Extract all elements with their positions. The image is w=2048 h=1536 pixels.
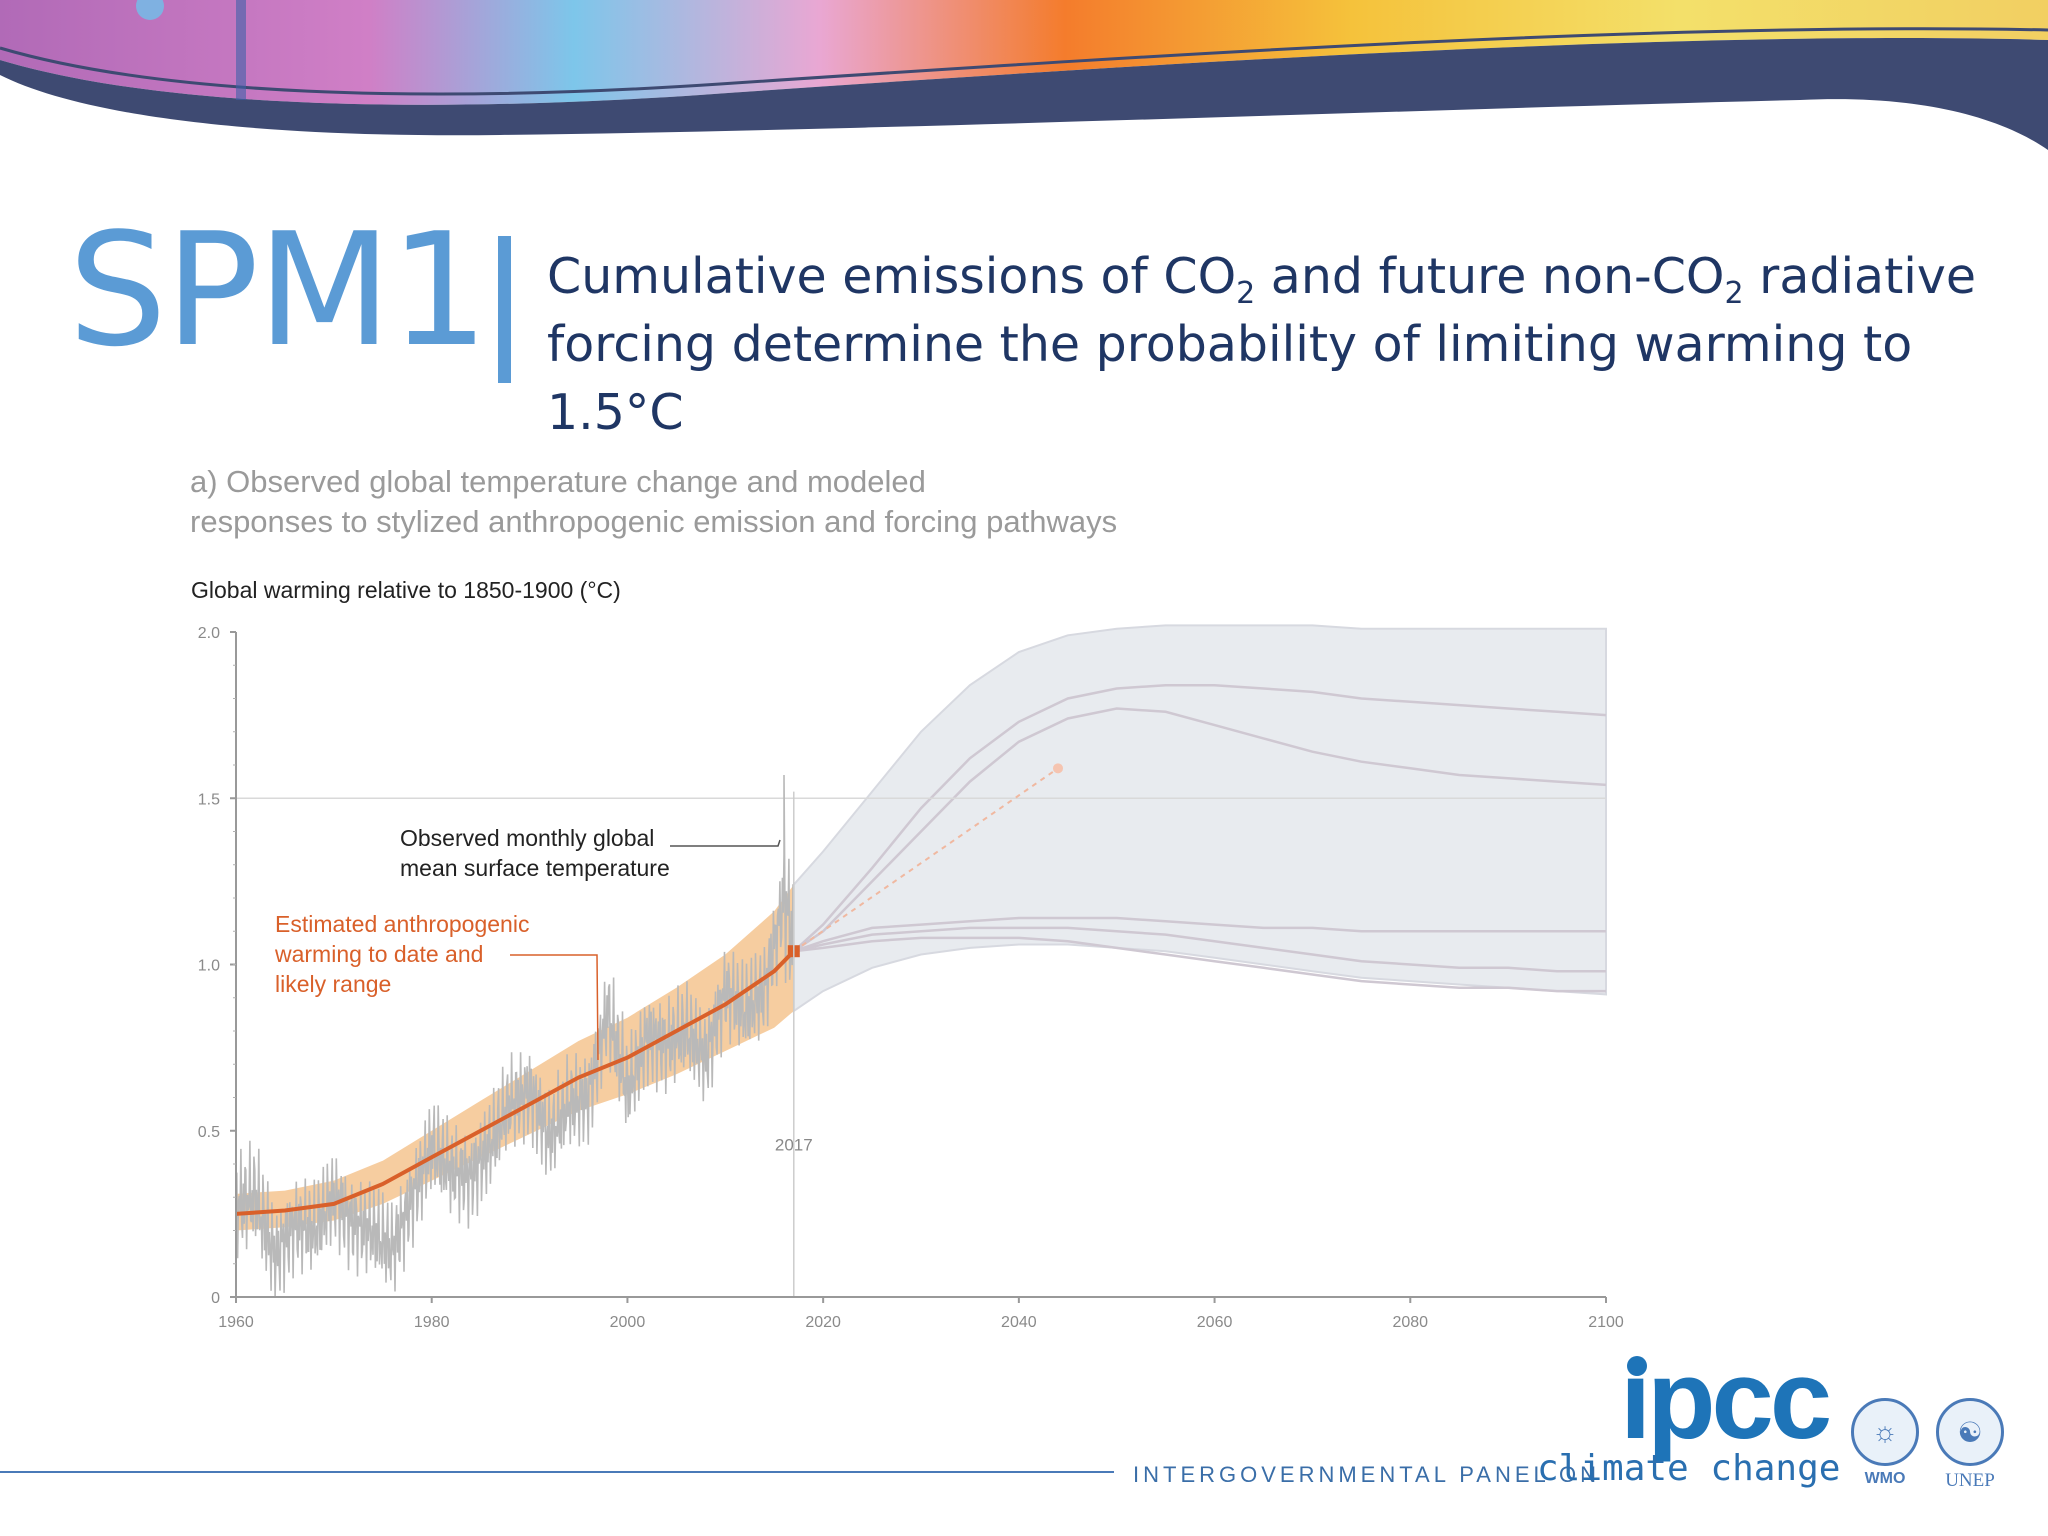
projection-scenario-line bbox=[792, 683, 1607, 953]
observed-annotation-leader bbox=[670, 839, 781, 847]
y-tick-label: 1.5 bbox=[198, 791, 220, 808]
unep-label: UNEP bbox=[1945, 1470, 1995, 1491]
chart-panel-title-line: responses to stylized anthropogenic emis… bbox=[190, 504, 1118, 539]
footer-rule bbox=[0, 1471, 1114, 1473]
observed-temperature-annotation: mean surface temperature bbox=[400, 855, 670, 881]
header-banner bbox=[0, 0, 2048, 150]
projection-range-band bbox=[792, 624, 1607, 1013]
x-tick-label: 2000 bbox=[610, 1314, 646, 1331]
slide-title-part: and future non-CO bbox=[1255, 248, 1725, 305]
unep-emblem-icon: ☯ bbox=[1936, 1398, 2004, 1466]
unep-logo: ☯ UNEP bbox=[1930, 1398, 2010, 1492]
wmo-logo: ☼ WMO bbox=[1845, 1398, 1925, 1488]
x-tick-label: 2060 bbox=[1197, 1314, 1233, 1331]
anthropogenic-warming-annotation: Estimated anthropogenic bbox=[275, 911, 529, 937]
observed-temperature-annotation: Observed monthly global bbox=[400, 825, 654, 851]
anthropogenic-warming-annotation: warming to date and bbox=[274, 941, 483, 967]
wmo-emblem-icon: ☼ bbox=[1851, 1398, 1919, 1466]
y-tick-label: 0 bbox=[211, 1290, 220, 1307]
slide-title-subscript: 2 bbox=[1724, 276, 1744, 311]
year-2017-marker-label: 2017 bbox=[775, 1136, 813, 1155]
anthropogenic-warming-annotation: likely range bbox=[275, 971, 391, 997]
y-tick-label: 2.0 bbox=[198, 625, 220, 642]
anthropogenic-annotation-leader bbox=[510, 954, 599, 1061]
wmo-label: WMO bbox=[1864, 1470, 1906, 1487]
observed-monthly-temperature-line bbox=[235, 774, 795, 1298]
projection-scenario-line bbox=[793, 936, 1606, 993]
slide-title-subscript: 2 bbox=[1236, 276, 1256, 311]
y-tick-label: 0.5 bbox=[198, 1124, 220, 1141]
projection-scenario-line bbox=[793, 707, 1607, 953]
ipcc-logo: ıpcc bbox=[1620, 1337, 1832, 1462]
org-name: INTERGOVERNMENTAL PANEL ON bbox=[1133, 1462, 1601, 1487]
anthropogenic-likely-range-band bbox=[236, 884, 794, 1231]
slide-title-part: radiative forcing determine the probabil… bbox=[547, 248, 1977, 441]
spm-number: SPM1 bbox=[68, 199, 489, 381]
y-axis-title: Global warming relative to 1850-1900 (°C… bbox=[191, 577, 621, 603]
x-tick-label: 1960 bbox=[218, 1314, 254, 1331]
chart-panel-title-line: a) Observed global temperature change an… bbox=[190, 464, 926, 499]
dashed-pathway-endpoint bbox=[1053, 763, 1063, 774]
org-tagline: climate change bbox=[1537, 1448, 1841, 1489]
chart-panel-title: a) Observed global temperature change an… bbox=[190, 462, 1117, 542]
projection-scenario-line bbox=[793, 916, 1606, 953]
ipcc-logo-dot bbox=[1627, 1356, 1647, 1376]
slide-title-part: Cumulative emissions of CO bbox=[547, 248, 1237, 305]
title-divider bbox=[498, 236, 511, 383]
x-tick-label: 1980 bbox=[414, 1314, 450, 1331]
anthropogenic-warming-line bbox=[235, 949, 796, 1216]
x-tick-label: 2040 bbox=[1001, 1314, 1037, 1331]
x-tick-label: 2100 bbox=[1588, 1314, 1624, 1331]
x-tick-label: 2080 bbox=[1392, 1314, 1428, 1331]
projection-scenario-line bbox=[793, 926, 1606, 973]
dashed-pathway-line bbox=[793, 767, 1059, 953]
x-tick-label: 2020 bbox=[805, 1314, 841, 1331]
y-tick-label: 1.0 bbox=[198, 958, 220, 975]
slide-title: Cumulative emissions of CO2 and future n… bbox=[547, 243, 2027, 447]
